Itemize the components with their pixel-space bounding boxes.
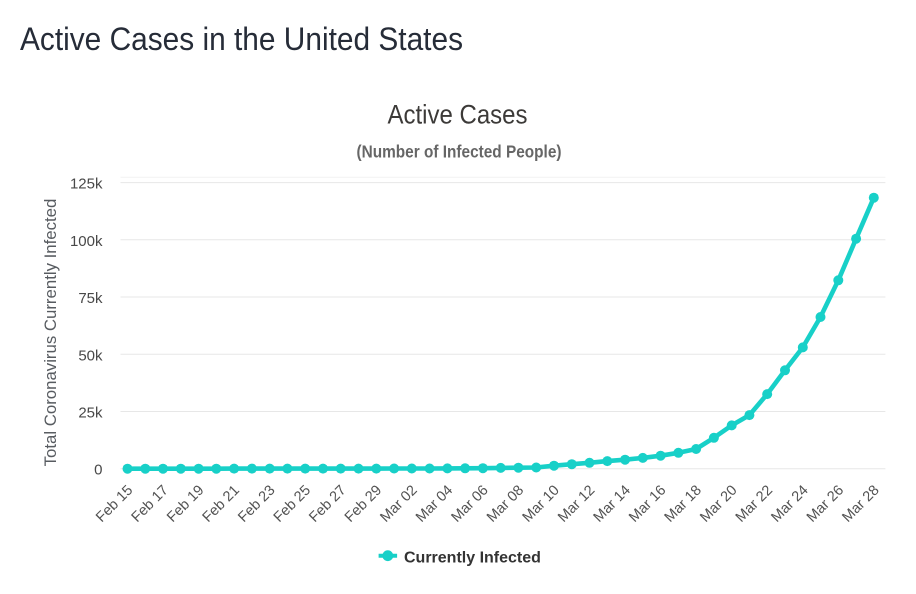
svg-text:Total Coronavirus Currently In: Total Coronavirus Currently Infected bbox=[41, 199, 60, 467]
svg-text:Currently Infected: Currently Infected bbox=[404, 550, 541, 567]
svg-text:0: 0 bbox=[94, 462, 102, 479]
svg-text:Active Cases in the United Sta: Active Cases in the United States bbox=[20, 21, 463, 57]
svg-text:25k: 25k bbox=[78, 405, 103, 422]
svg-text:50k: 50k bbox=[78, 347, 103, 364]
svg-text:75k: 75k bbox=[78, 290, 103, 307]
svg-text:125k: 125k bbox=[70, 176, 103, 193]
svg-text:(Number of Infected People): (Number of Infected People) bbox=[357, 141, 562, 161]
svg-text:100k: 100k bbox=[70, 233, 103, 250]
svg-text:Active Cases: Active Cases bbox=[388, 100, 528, 130]
